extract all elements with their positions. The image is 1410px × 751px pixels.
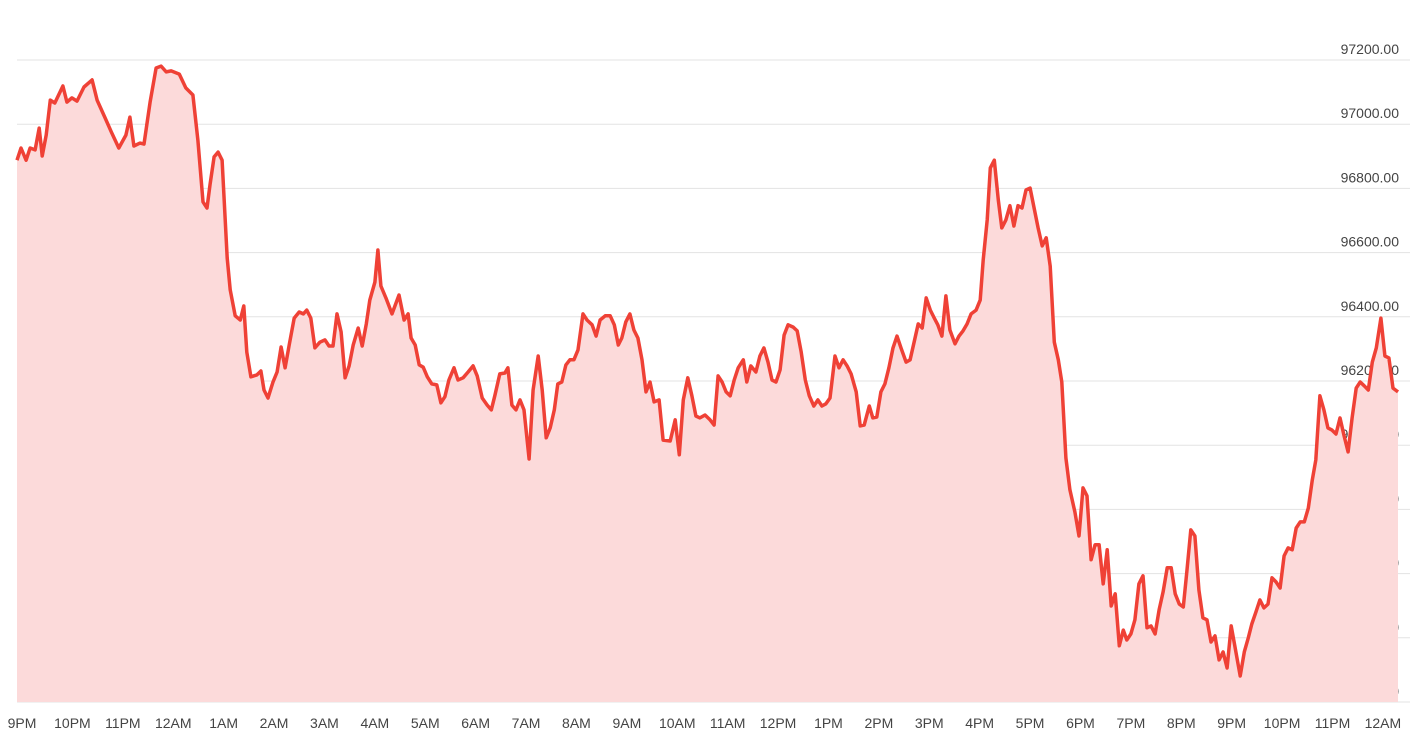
y-tick-label: 96400.00: [1341, 298, 1400, 314]
x-tick-label: 1AM: [209, 715, 238, 731]
x-tick-label: 2PM: [864, 715, 893, 731]
x-tick-label: 4AM: [360, 715, 389, 731]
x-tick-label: 9PM: [1217, 715, 1246, 731]
x-tick-label: 12AM: [1365, 715, 1402, 731]
x-tick-label: 3AM: [310, 715, 339, 731]
area-fill: [17, 66, 1398, 703]
x-tick-label: 10AM: [659, 715, 696, 731]
x-tick-label: 11PM: [1315, 715, 1351, 731]
x-tick-label: 6PM: [1066, 715, 1095, 731]
x-tick-label: 7AM: [512, 715, 541, 731]
x-tick-label: 7PM: [1116, 715, 1145, 731]
y-tick-label: 97000.00: [1341, 105, 1400, 121]
price-line: [15, 64, 1400, 678]
x-tick-label: 4PM: [965, 715, 994, 731]
y-tick-label: 96800.00: [1341, 169, 1400, 185]
x-tick-label: 3PM: [915, 715, 944, 731]
y-tick-label: 96600.00: [1341, 234, 1400, 250]
y-tick-label: 97200.00: [1341, 41, 1400, 57]
x-tick-label: 9PM: [8, 715, 37, 731]
x-tick-label: 5PM: [1016, 715, 1045, 731]
x-tick-label: 2AM: [260, 715, 289, 731]
x-tick-label: 9AM: [612, 715, 641, 731]
x-tick-label: 10PM: [54, 715, 91, 731]
x-tick-label: 1PM: [814, 715, 843, 731]
x-tick-label: 10PM: [1264, 715, 1301, 731]
x-tick-label: 8AM: [562, 715, 591, 731]
x-tick-label: 5AM: [411, 715, 440, 731]
x-tick-label: 6AM: [461, 715, 490, 731]
x-tick-label: 12PM: [760, 715, 797, 731]
x-tick-label: 11PM: [105, 715, 141, 731]
x-tick-label: 11AM: [710, 715, 746, 731]
x-tick-label: 12AM: [155, 715, 192, 731]
x-tick-label: 8PM: [1167, 715, 1196, 731]
